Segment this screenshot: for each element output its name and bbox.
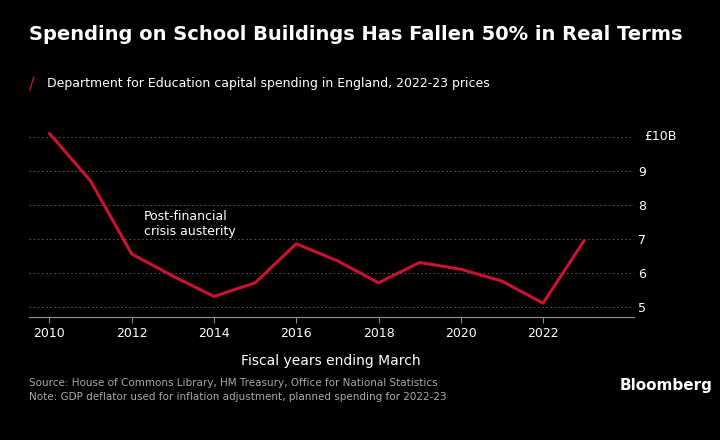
Text: Department for Education capital spending in England, 2022-23 prices: Department for Education capital spendin… (47, 77, 490, 90)
Text: Post-financial
crisis austerity: Post-financial crisis austerity (144, 210, 235, 238)
Text: Spending on School Buildings Has Fallen 50% in Real Terms: Spending on School Buildings Has Fallen … (29, 25, 683, 44)
Text: ∕: ∕ (29, 75, 35, 92)
Text: Bloomberg: Bloomberg (620, 378, 713, 393)
Text: £10B: £10B (644, 130, 677, 143)
Text: Source: House of Commons Library, HM Treasury, Office for National Statistics
No: Source: House of Commons Library, HM Tre… (29, 378, 446, 402)
X-axis label: Fiscal years ending March: Fiscal years ending March (241, 354, 421, 368)
